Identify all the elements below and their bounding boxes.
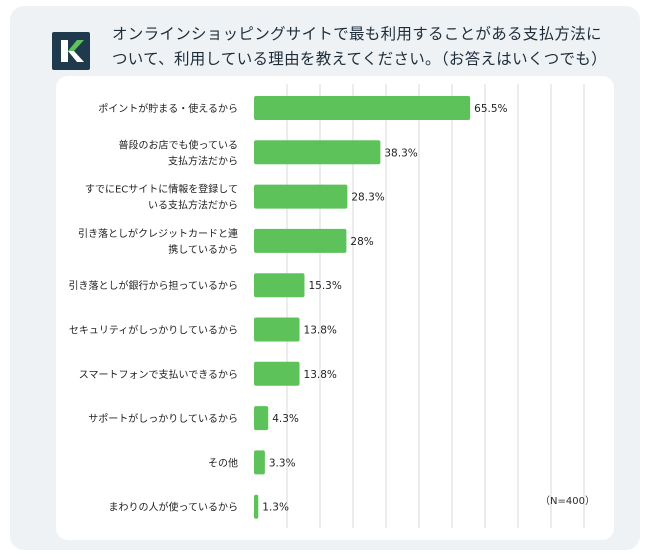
category-label: 普段のお店でも使っている bbox=[119, 138, 239, 151]
category-label: ポイントが貯まる・使えるから bbox=[98, 102, 238, 115]
category-label: すでにECサイトに情報を登録して bbox=[85, 183, 238, 196]
category-label: 支払方法だから bbox=[168, 154, 238, 167]
sample-size-note: （N=400） bbox=[540, 496, 595, 507]
bar bbox=[254, 317, 300, 342]
category-label: 引き落としが銀行から担っているから bbox=[69, 279, 239, 292]
data-label: 13.8% bbox=[304, 325, 337, 337]
data-label: 65.5% bbox=[474, 103, 507, 115]
data-label: 28.3% bbox=[351, 192, 384, 204]
data-label: 13.8% bbox=[304, 369, 337, 381]
brand-logo bbox=[52, 32, 90, 70]
data-label: 38.3% bbox=[384, 147, 417, 159]
category-label: 携しているから bbox=[168, 243, 238, 256]
bar bbox=[254, 140, 381, 165]
chart-title-line-1: オンラインショッピングサイトで最も利用することがある支払方法に bbox=[112, 25, 602, 43]
bar bbox=[254, 450, 265, 475]
bar bbox=[254, 406, 269, 431]
category-label: いる支払方法だから bbox=[148, 199, 238, 212]
category-label: セキュリティがしっかりしているから bbox=[69, 324, 238, 337]
bar bbox=[254, 361, 300, 386]
category-label: スマートフォンで支払いできるから bbox=[79, 368, 238, 381]
bar bbox=[254, 184, 348, 209]
bar bbox=[254, 228, 347, 253]
bar bbox=[254, 96, 471, 120]
data-label: 1.3% bbox=[262, 502, 289, 514]
data-label: 28% bbox=[350, 236, 373, 248]
data-label: 4.3% bbox=[272, 413, 299, 425]
bar bbox=[254, 494, 259, 519]
bar bbox=[254, 273, 305, 298]
data-label: 3.3% bbox=[269, 457, 296, 469]
data-label: 15.3% bbox=[308, 280, 341, 292]
category-label: その他 bbox=[208, 456, 238, 469]
category-label: 引き落としがクレジットカードと連 bbox=[78, 227, 238, 240]
logo-k-icon bbox=[61, 40, 84, 62]
category-label: サポートがしっかりしているから bbox=[88, 412, 238, 425]
chart-title-line-2: ついて、利用している理由を教えてください。（お答えはいくつでも） bbox=[112, 50, 607, 68]
chart-title: オンラインショッピングサイトで最も利用することがある支払方法に ついて、利用して… bbox=[112, 22, 622, 72]
category-label: まわりの人が使っているから bbox=[109, 501, 239, 514]
